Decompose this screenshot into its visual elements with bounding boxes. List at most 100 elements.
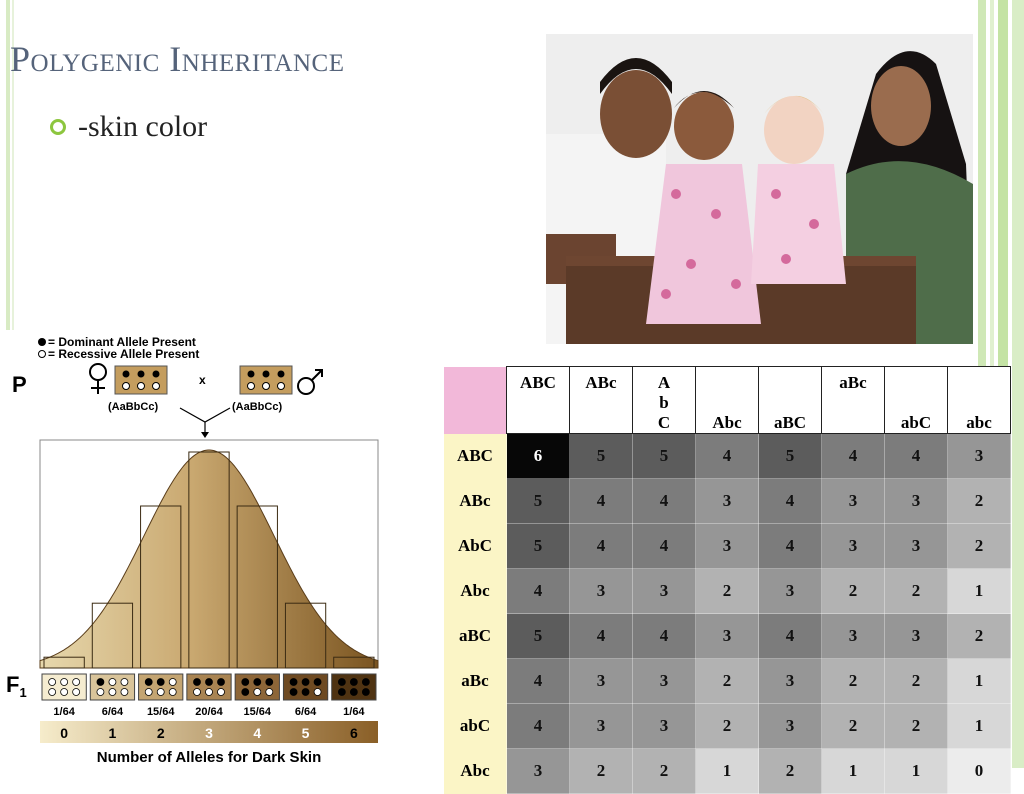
punnett-cell: 4 (632, 478, 696, 524)
punnett-cell: 1 (947, 658, 1011, 704)
punnett-cell: 5 (632, 433, 696, 479)
punnett-cell: 3 (695, 478, 759, 524)
bar-3 (188, 451, 230, 669)
punnett-cell: 3 (569, 568, 633, 614)
punnett-cell: 3 (758, 658, 822, 704)
parent-female-genotype: (AaBbCc) (108, 401, 158, 413)
punnett-cell: 0 (947, 748, 1011, 794)
family-photo (546, 34, 973, 344)
punnett-cell: 3 (632, 703, 696, 749)
punnett-cell: 4 (632, 613, 696, 659)
cross-arrow-icon (179, 407, 231, 438)
punnett-cell: 3 (569, 658, 633, 704)
punnett-cell: 2 (821, 568, 885, 614)
punnett-col-label: ABc (585, 373, 617, 392)
punnett-cell: 5 (569, 433, 633, 479)
punnett-col-header: AbC (632, 366, 696, 434)
punnett-cell: 1 (695, 748, 759, 794)
punnett-cell: 2 (695, 568, 759, 614)
genotype-tile-2 (138, 673, 184, 701)
punnett-cell: 4 (884, 433, 948, 479)
punnett-col-label: abC (900, 413, 932, 432)
punnett-cell: 2 (884, 658, 948, 704)
punnett-cell: 3 (695, 523, 759, 569)
punnett-col-label: ABC (520, 373, 556, 392)
punnett-cell: 1 (821, 748, 885, 794)
bullet-item: -skin color (50, 110, 207, 144)
punnett-cell: 3 (947, 433, 1011, 479)
punnett-cell: 6 (506, 433, 570, 479)
parent-male-genotype: (AaBbCc) (232, 401, 282, 413)
punnett-col-label: Abc (712, 413, 742, 432)
bar-5 (284, 602, 327, 669)
punnett-cell: 4 (632, 523, 696, 569)
punnett-cell: 3 (758, 568, 822, 614)
male-symbol-icon (297, 369, 323, 395)
parent-male-genotype-tile (239, 365, 293, 395)
punnett-row-header: aBC (444, 613, 507, 659)
allele-count-label: 5 (302, 725, 310, 741)
punnett-cell: 3 (821, 523, 885, 569)
punnett-cell: 4 (506, 703, 570, 749)
polygenic-chart: = Dominant Allele Present = Recessive Al… (0, 330, 390, 768)
punnett-header-row: ABC ABc AbC Abc aBC aBc abC abc (444, 366, 1011, 434)
punnett-cell: 2 (632, 748, 696, 794)
punnett-col-header: aBC (758, 366, 822, 434)
dominant-dot-icon (38, 338, 46, 346)
punnett-row: abC 4 3 3 2 3 2 2 1 (444, 703, 1011, 749)
p-generation-label: P (12, 372, 27, 397)
punnett-row: ABC 6 5 5 4 5 4 4 3 (444, 433, 1011, 479)
genotype-tiles (41, 673, 377, 701)
x-axis-label: Number of Alleles for Dark Skin (97, 749, 322, 766)
bar-4 (236, 505, 278, 669)
punnett-cell: 5 (506, 478, 570, 524)
genotype-tile-5 (282, 673, 329, 701)
punnett-cell: 3 (632, 658, 696, 704)
allele-count-labels: 0 1 2 3 4 5 6 (60, 725, 358, 741)
female-symbol-icon (89, 363, 107, 394)
f1-generation-label: F1 (6, 672, 27, 700)
polygenic-chart-svg: = Dominant Allele Present = Recessive Al… (6, 335, 379, 766)
punnett-cell: 3 (632, 568, 696, 614)
bullet-text: -skin color (78, 110, 208, 143)
punnett-cell: 5 (506, 523, 570, 569)
punnett-col-label: abc (966, 413, 992, 432)
punnett-row: aBc 4 3 3 2 3 2 2 1 (444, 658, 1011, 704)
punnett-row-header: aBc (444, 658, 507, 704)
punnett-cell: 3 (884, 613, 948, 659)
fraction-label: 20/64 (195, 706, 223, 718)
punnett-col-header: ABc (569, 366, 633, 434)
punnett-cell: 2 (884, 568, 948, 614)
punnett-cell: 2 (758, 748, 822, 794)
punnett-cell: 3 (569, 703, 633, 749)
punnett-row-header: ABc (444, 478, 507, 524)
punnett-col-header: ABC (506, 366, 570, 434)
punnett-cell: 4 (569, 478, 633, 524)
genotype-tile-1 (89, 673, 136, 701)
punnett-cell: 4 (506, 658, 570, 704)
bar-0 (43, 656, 85, 669)
punnett-cell: 4 (758, 613, 822, 659)
punnett-col-header: Abc (695, 366, 759, 434)
punnett-row-header: AbC (444, 523, 507, 569)
punnett-cell: 5 (758, 433, 822, 479)
legend-dominant: = Dominant Allele Present (48, 335, 196, 349)
bar-6 (333, 656, 375, 669)
punnett-cell: 3 (821, 613, 885, 659)
punnett-cell: 1 (884, 748, 948, 794)
left-accent-line (6, 0, 10, 330)
punnett-cell: 1 (947, 703, 1011, 749)
punnett-cell: 4 (695, 433, 759, 479)
punnett-cell: 4 (821, 433, 885, 479)
fraction-label: 1/64 (53, 706, 75, 718)
punnett-col-label: AbC (657, 373, 671, 432)
bell-curve (39, 449, 379, 669)
punnett-cell: 2 (821, 703, 885, 749)
punnett-row: Abc 3 2 2 1 2 1 1 0 (444, 748, 1011, 794)
punnett-col-label: aBc (839, 373, 867, 392)
allele-count-label: 2 (157, 725, 165, 741)
bar-1 (91, 602, 134, 669)
punnett-cell: 2 (821, 658, 885, 704)
fraction-label: 1/64 (343, 706, 365, 718)
punnett-cell: 2 (947, 523, 1011, 569)
